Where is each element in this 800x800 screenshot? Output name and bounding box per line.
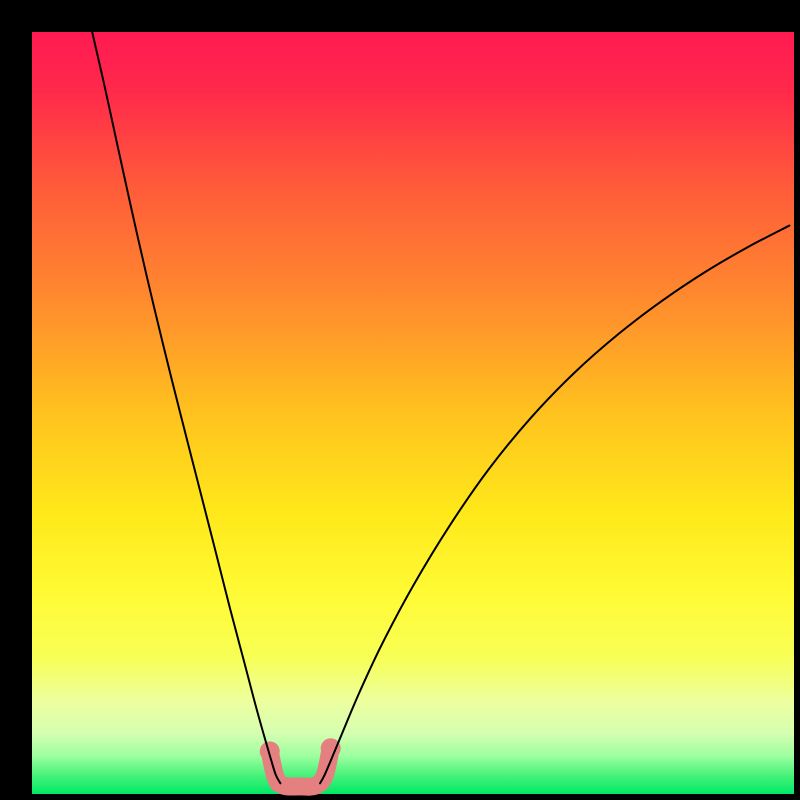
bottleneck-chart xyxy=(0,0,800,800)
chart-gradient-bg xyxy=(32,32,794,794)
highlight-end-right xyxy=(321,738,341,758)
